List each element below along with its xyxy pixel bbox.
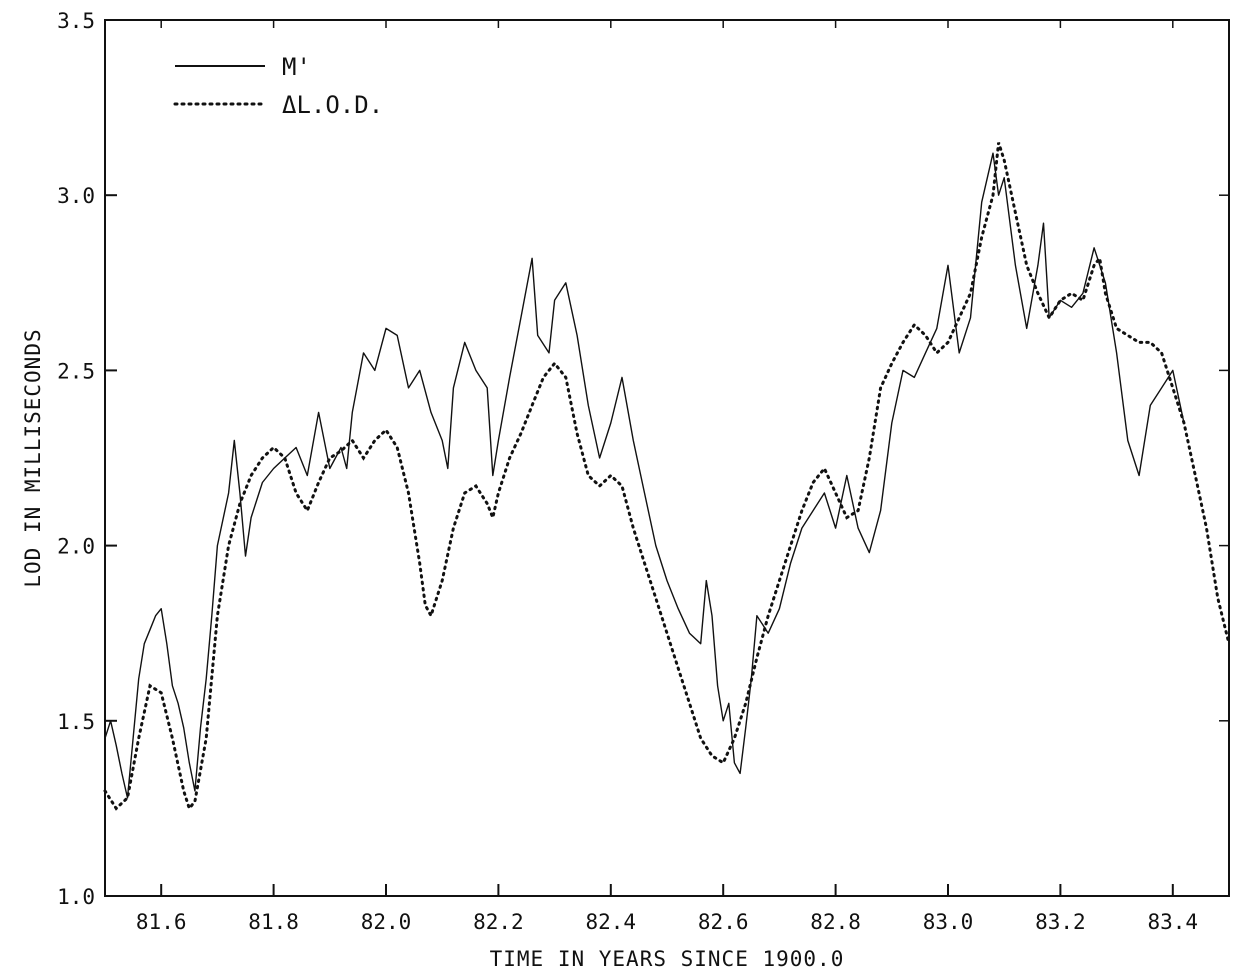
- y-tick-label: 1.0: [57, 885, 95, 909]
- y-tick-label: 2.5: [57, 359, 95, 383]
- y-tick-label: 1.5: [57, 710, 95, 734]
- x-tick-label: 83.0: [923, 910, 974, 934]
- series-layer: [103, 142, 1231, 812]
- x-axis-title: TIME IN YEARS SINCE 1900.0: [490, 947, 845, 971]
- y-axis-title: LOD IN MILLISECONDS: [21, 328, 45, 587]
- x-tick-label: 83.4: [1148, 910, 1199, 934]
- x-tick-label: 82.8: [810, 910, 861, 934]
- legend-label-m-prime: M': [282, 53, 311, 81]
- y-tick-label: 3.0: [57, 184, 95, 208]
- x-tick-label: 81.6: [136, 910, 187, 934]
- legend: M' ΔL.O.D.: [173, 53, 383, 119]
- series-line-delta-lod: [103, 142, 1231, 812]
- x-tick-label: 83.2: [1035, 910, 1086, 934]
- x-tick-label: 82.4: [586, 910, 637, 934]
- plot-area-frame: [104, 19, 1230, 897]
- x-tick-label: 82.6: [698, 910, 749, 934]
- series-line-m-prime: [104, 152, 1185, 799]
- x-axis-ticks: 81.6 81.8 82.0 82.2 82.4 82.6 82.8 83.0 83.2 83.4: [136, 20, 1198, 934]
- y-tick-label: 3.5: [57, 9, 95, 33]
- legend-label-delta-lod: ΔL.O.D.: [282, 91, 383, 119]
- y-tick-label: 2.0: [57, 535, 95, 559]
- x-tick-label: 82.2: [473, 910, 524, 934]
- y-axis-ticks: 1.0 1.5 2.0 2.5 3.0 3.5: [57, 9, 1229, 909]
- x-tick-label: 81.8: [248, 910, 299, 934]
- x-tick-label: 82.0: [361, 910, 412, 934]
